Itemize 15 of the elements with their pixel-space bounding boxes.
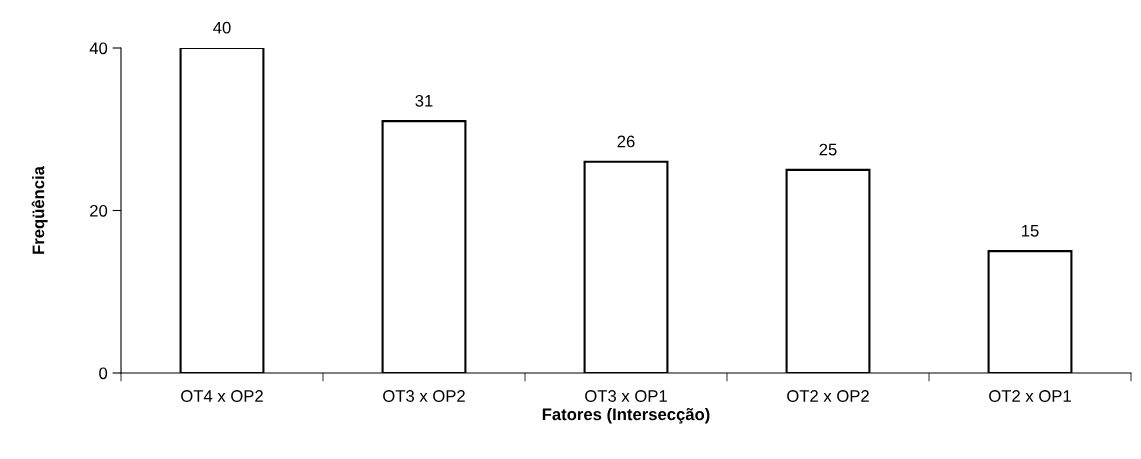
y-tick-label: 0 [99,367,108,380]
y-axis-title: Freqüência [31,165,48,254]
x-tick-label: OT3 x OP1 [585,390,667,402]
data-label: 31 [415,94,433,107]
x-tick-label: OT2 x OP1 [989,390,1071,402]
data-label: 25 [819,143,837,156]
x-tick-label: OT2 x OP2 [787,390,869,402]
x-tick-label: OT3 x OP2 [383,390,465,402]
x-tick-label: OT4 x OP2 [181,390,263,402]
data-label: 26 [617,135,635,148]
x-axis-title: Fatores (Intersecção) [542,407,710,424]
y-tick-label: 40 [89,42,108,55]
y-tick-label: 20 [90,204,108,217]
data-label: 15 [1022,225,1039,237]
data-label: 40 [213,21,231,34]
